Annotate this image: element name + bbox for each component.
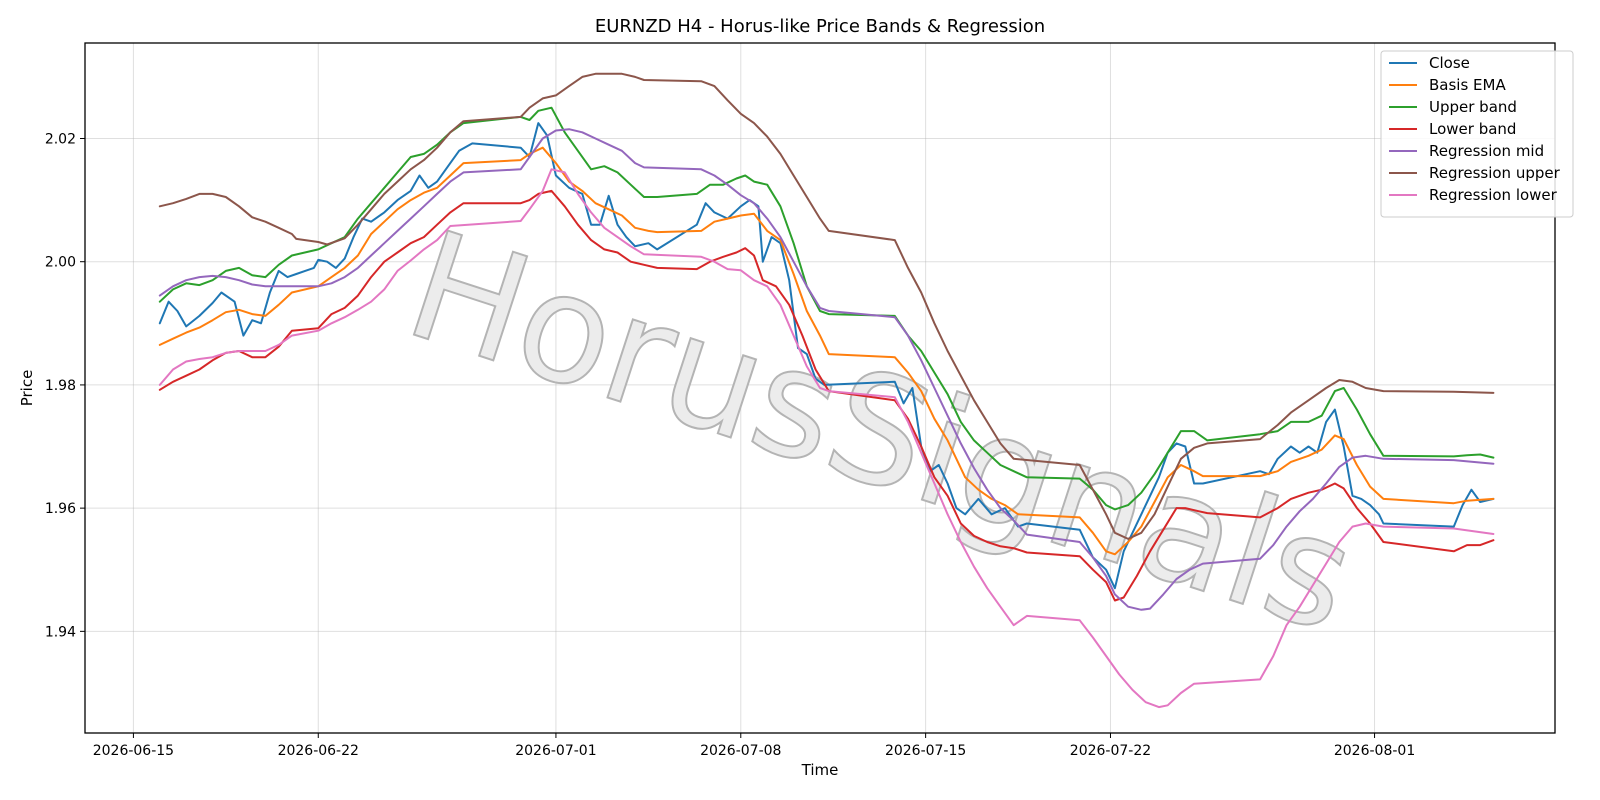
y-tick-label: 1.94 [45, 624, 76, 640]
series-lines [158, 72, 1495, 709]
y-tick-label: 2.02 [45, 131, 76, 147]
y-tick-label: 1.96 [45, 501, 76, 517]
x-tick-label: 2026-07-01 [515, 743, 596, 759]
series-line-regression-mid [158, 128, 1495, 611]
x-tick-label: 2026-07-15 [885, 743, 966, 759]
x-tick-label: 2026-07-08 [700, 743, 781, 759]
series-line-regression-lower [158, 168, 1495, 709]
legend-label-basis-ema: Basis EMA [1429, 76, 1506, 94]
series-line-regression-upper [158, 72, 1495, 540]
x-tick-label: 2026-06-15 [93, 743, 174, 759]
x-tick-label: 2026-08-01 [1334, 743, 1415, 759]
y-tick-label: 2.00 [45, 255, 76, 271]
y-axis-label: Price [18, 370, 36, 407]
series-line-upper-band [158, 106, 1495, 511]
y-tick-label: 1.98 [45, 378, 76, 394]
legend-label-close: Close [1429, 54, 1470, 72]
legend-label-regression-mid: Regression mid [1429, 142, 1544, 160]
series-line-close [158, 122, 1495, 590]
legend-box [1380, 50, 1574, 218]
x-axis-ticks: 2026-06-15 2026-06-22 2026-07-01 2026-07-08… [93, 733, 1415, 759]
plot-area-frame [84, 42, 1556, 734]
series-line-lower-band [158, 189, 1495, 602]
chart-title: EURNZD H4 - Horus-like Price Bands & Reg… [595, 16, 1045, 37]
x-axis-label: Time [801, 761, 839, 779]
grid [85, 43, 1555, 733]
x-tick-label: 2026-07-22 [1070, 743, 1151, 759]
series-line-basis-ema [158, 146, 1495, 556]
legend-label-regression-lower: Regression lower [1429, 186, 1558, 204]
legend-label-upper-band: Upper band [1429, 98, 1517, 116]
legend: Close Basis EMA Upper band Lower band Regres… [1380, 50, 1574, 218]
legend-label-lower-band: Lower band [1429, 120, 1516, 138]
y-axis-ticks: 1.94 1.96 1.98 2.00 2.02 [45, 131, 85, 640]
legend-label-regression-upper: Regression upper [1429, 164, 1561, 182]
x-tick-label: 2026-06-22 [278, 743, 359, 759]
